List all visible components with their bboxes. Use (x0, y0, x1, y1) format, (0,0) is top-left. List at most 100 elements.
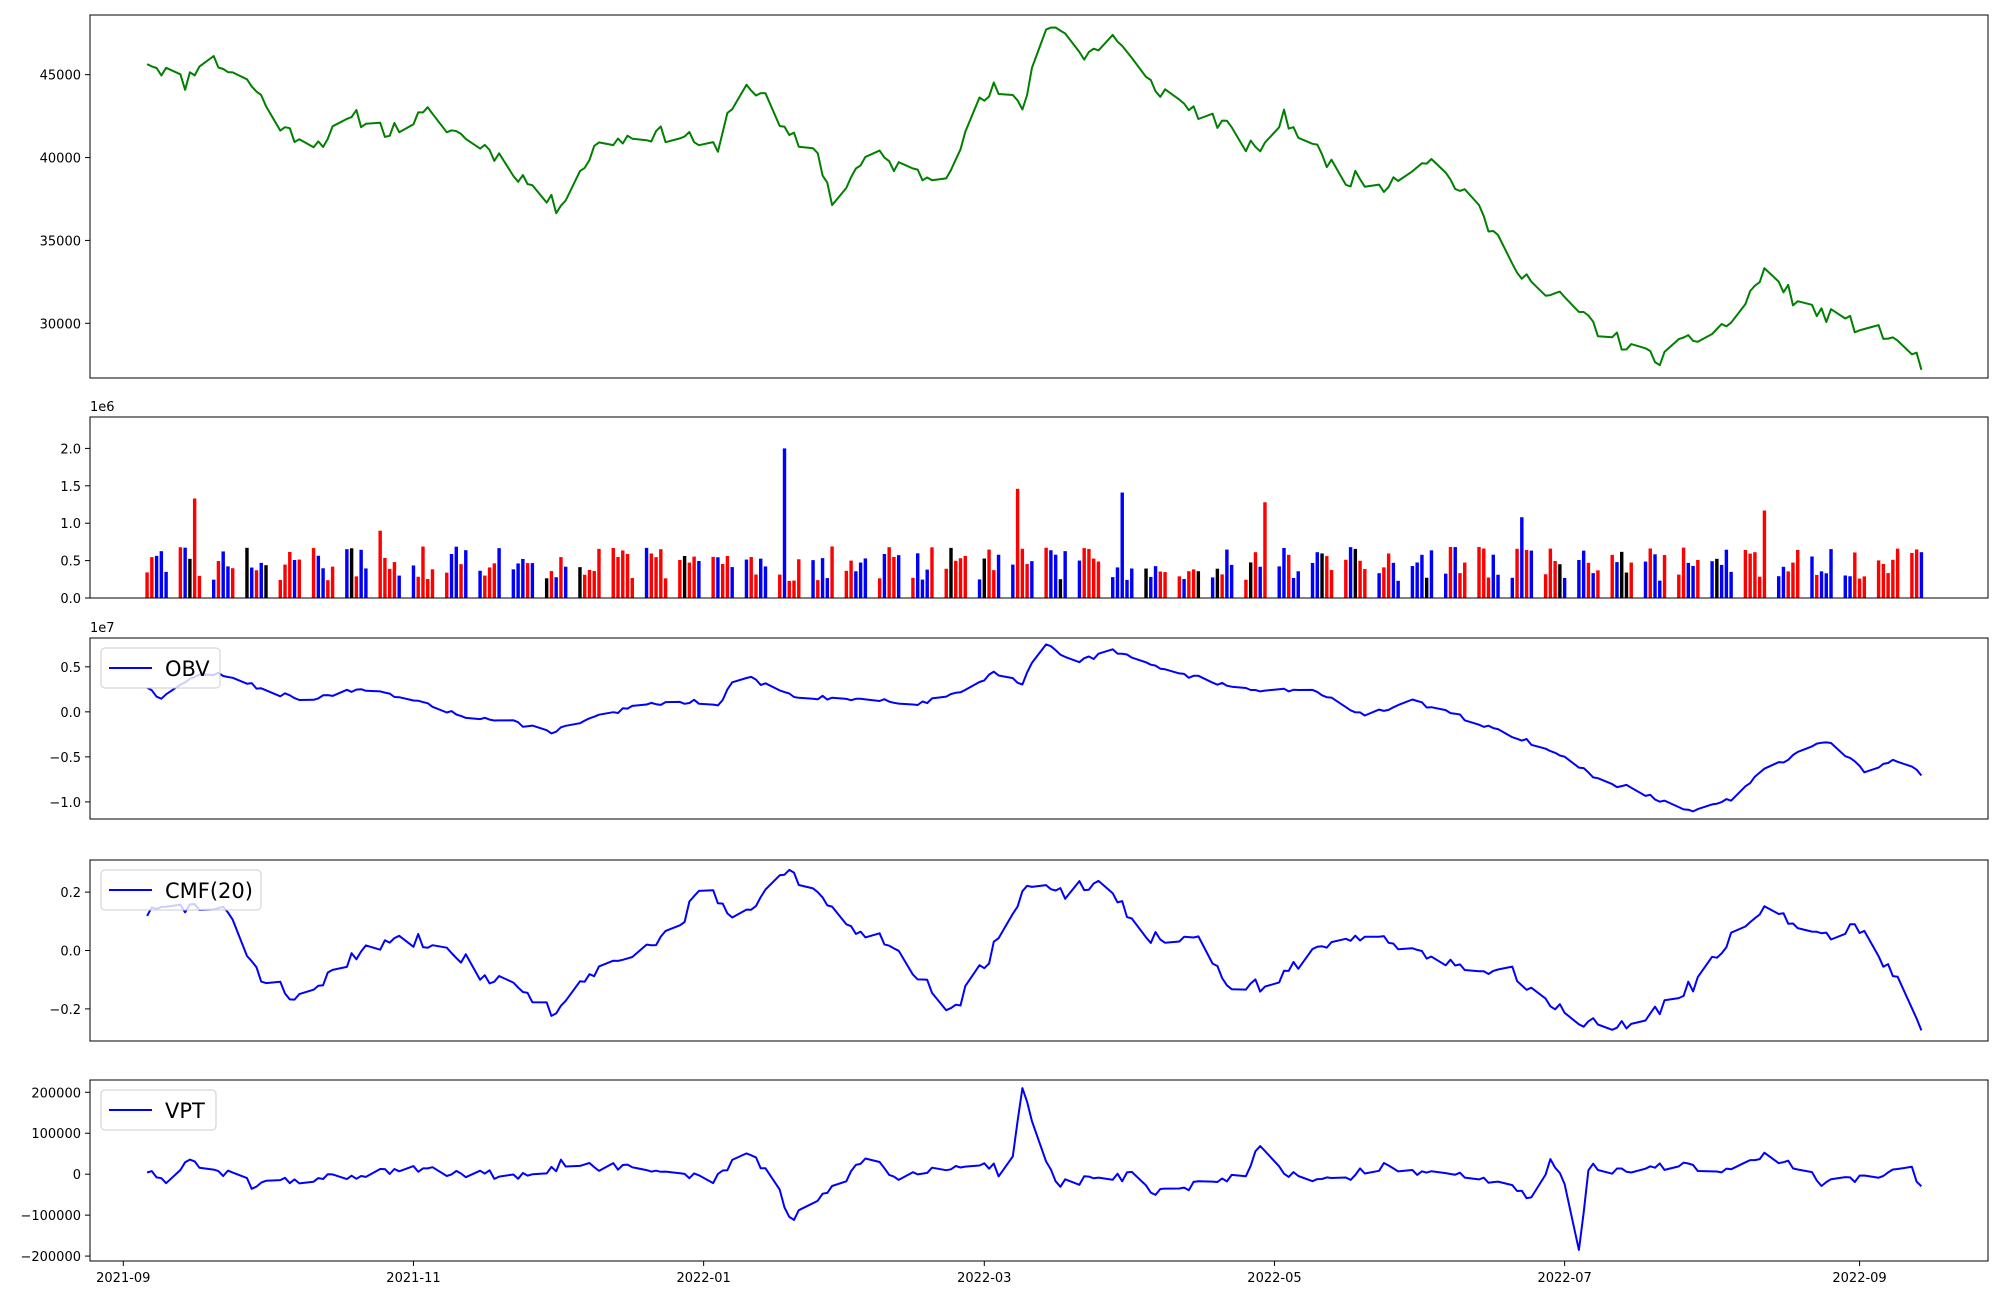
volume-bar (183, 547, 187, 598)
volume-bar (787, 580, 791, 598)
volume-bar (1658, 580, 1662, 598)
volume-bar (1377, 573, 1381, 598)
volume-bar (583, 574, 587, 598)
volume-bar (1429, 550, 1434, 598)
volume-bar (1529, 550, 1534, 598)
volume-bar (1458, 573, 1462, 598)
volume-bar (678, 560, 682, 598)
y-tick-label: 35000 (40, 234, 81, 249)
volume-bar (211, 579, 216, 598)
volume-bar (1862, 576, 1867, 598)
y-tick-label: 0.2 (60, 886, 81, 901)
volume-bar (364, 568, 368, 598)
chart-panels: 30000 35000 40000 45000 0.0 0.5 1.0 1.5 2.0 1e6 −1… (20, 14, 1989, 1265)
volume-bar (820, 558, 825, 598)
volume-bar (644, 547, 649, 598)
volume-bar (1144, 568, 1148, 598)
plot-area (146, 868, 1923, 1031)
volume-bar (1353, 548, 1358, 598)
volume-bar (1853, 552, 1857, 598)
plot-area (146, 643, 1923, 813)
volume-bar (963, 555, 967, 598)
volume-bar (416, 576, 420, 598)
volume-bar (625, 553, 630, 598)
y-tick-label: 2.0 (60, 442, 81, 457)
volume-bar (1115, 567, 1120, 598)
volume-bar (1910, 552, 1914, 598)
volume-bar (1719, 564, 1724, 598)
volume-bar (654, 557, 658, 598)
legend-label: CMF(20) (165, 879, 253, 903)
volume-bar (1325, 556, 1329, 598)
volume-bar (1843, 575, 1847, 598)
volume-bar (1215, 568, 1220, 598)
volume-bar (511, 569, 516, 598)
y-tick-label: 200000 (31, 1086, 81, 1101)
volume-bar (1191, 569, 1196, 598)
volume-bar (1629, 562, 1633, 598)
volume-bar (1891, 559, 1895, 598)
legend-box (100, 647, 221, 689)
volume-bar (1091, 558, 1096, 598)
volume-bar (1648, 548, 1652, 598)
volume-bar (1524, 550, 1529, 598)
volume-bar (1225, 549, 1229, 598)
volume-bar (778, 574, 782, 598)
volume-bar (1819, 571, 1824, 598)
volume-bar (230, 568, 235, 598)
x-tick-label: 2022-05 (1247, 1271, 1301, 1286)
volume-bar (949, 547, 953, 598)
volume-bar (1358, 560, 1362, 598)
volume-bar (759, 558, 763, 598)
y-tick-label: −0.2 (49, 1003, 81, 1018)
volume-bar (1791, 562, 1795, 598)
volume-bar (1914, 549, 1919, 598)
volume-bar (1919, 552, 1924, 598)
volume-bar (1182, 579, 1186, 598)
volume-bar (1895, 548, 1900, 598)
volume-bar (578, 567, 582, 598)
volume-bar (1396, 580, 1400, 598)
x-tick-label: 2021-09 (96, 1271, 150, 1286)
volume-bar (1125, 579, 1129, 598)
volume-bar (216, 561, 221, 598)
volume-bar (882, 553, 887, 598)
volume-bar (811, 560, 815, 598)
volume-bar (763, 566, 768, 598)
volume-bar (521, 558, 525, 598)
volume-bar (250, 567, 254, 598)
volume-bar (297, 559, 302, 598)
volume-bar (1491, 554, 1495, 598)
volume-bar (782, 448, 787, 598)
volume-bar (725, 555, 730, 598)
volume-bar (345, 549, 349, 598)
volume-bar (925, 569, 929, 598)
volume-bar (1277, 566, 1281, 598)
volume-bar (1030, 561, 1034, 598)
y-tick-label: 0 (73, 1168, 81, 1183)
volume-bar (1515, 548, 1519, 598)
volume-bar (1710, 561, 1714, 598)
volume-bar (164, 571, 168, 598)
volume-bar (464, 550, 468, 598)
volume-bar (816, 580, 820, 598)
axes-frame (89, 1079, 1989, 1262)
axes-frame (89, 859, 1989, 1042)
volume-bar (825, 578, 830, 598)
volume-bar (930, 547, 934, 598)
y-tick-label: 0.0 (60, 706, 81, 721)
volume-bar (445, 572, 449, 598)
volume-bar (1748, 553, 1752, 598)
axis-offset-label: 1e6 (90, 400, 115, 415)
volume-bar (1715, 558, 1719, 598)
x-tick-label: 2022-03 (957, 1271, 1011, 1286)
volume-bar (1244, 579, 1248, 598)
volume-bar (159, 551, 164, 598)
volume-bar (478, 570, 482, 598)
vpt-panel: −200000 −100000 0 100000 200000 VPT (20, 1079, 1989, 1265)
volume-bar (1015, 488, 1020, 598)
volume-bar (1810, 556, 1814, 598)
volume-bar (264, 565, 268, 598)
volume-bar (1344, 559, 1348, 598)
volume-bar (1196, 571, 1201, 598)
